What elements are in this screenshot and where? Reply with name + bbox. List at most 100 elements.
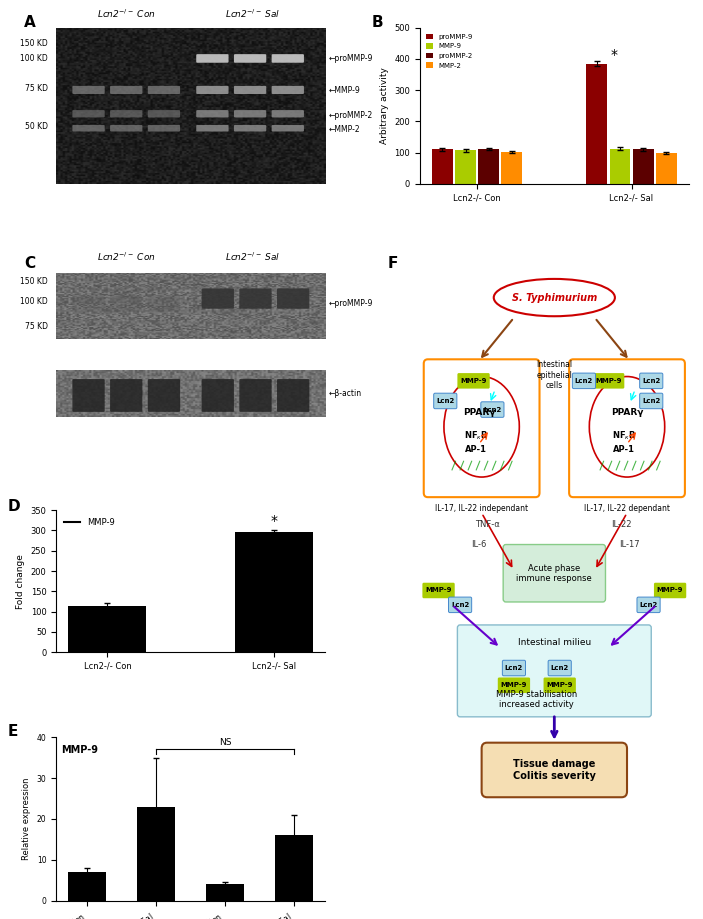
Text: *: * xyxy=(271,514,278,528)
Text: Lcn2$^{-/-}$ Con: Lcn2$^{-/-}$ Con xyxy=(97,250,155,263)
Text: Lcn2: Lcn2 xyxy=(550,665,569,671)
Text: Intestinal
epithelial
cells: Intestinal epithelial cells xyxy=(536,360,572,390)
Bar xyxy=(276,835,314,901)
Text: Lcn2: Lcn2 xyxy=(505,665,523,671)
Text: MMP-9: MMP-9 xyxy=(657,587,683,594)
Text: B: B xyxy=(371,15,383,30)
FancyBboxPatch shape xyxy=(503,545,605,602)
Text: 75 KD: 75 KD xyxy=(25,84,49,93)
Bar xyxy=(236,532,314,652)
FancyBboxPatch shape xyxy=(234,125,266,131)
FancyBboxPatch shape xyxy=(202,379,234,412)
FancyBboxPatch shape xyxy=(640,373,663,389)
Bar xyxy=(68,607,146,652)
FancyBboxPatch shape xyxy=(148,125,180,131)
Text: 150 KD: 150 KD xyxy=(20,39,49,48)
Bar xyxy=(137,807,175,901)
FancyBboxPatch shape xyxy=(110,125,143,131)
Text: Tissue damage
Colitis severity: Tissue damage Colitis severity xyxy=(513,759,595,781)
FancyBboxPatch shape xyxy=(592,373,624,389)
FancyBboxPatch shape xyxy=(482,743,627,798)
Text: *: * xyxy=(611,48,618,62)
Text: AP-1: AP-1 xyxy=(613,446,636,454)
Text: ←proMMP-2: ←proMMP-2 xyxy=(328,110,373,119)
FancyBboxPatch shape xyxy=(148,110,180,118)
Text: PPARγ: PPARγ xyxy=(463,408,495,417)
Text: 100 KD: 100 KD xyxy=(20,297,49,306)
Bar xyxy=(501,152,522,184)
FancyBboxPatch shape xyxy=(202,289,234,309)
Bar xyxy=(68,872,106,901)
Bar xyxy=(207,884,244,901)
Text: Lcn2: Lcn2 xyxy=(483,406,501,413)
FancyBboxPatch shape xyxy=(271,85,304,94)
FancyBboxPatch shape xyxy=(148,295,180,312)
Text: S. Typhimurium: S. Typhimurium xyxy=(512,292,597,302)
FancyBboxPatch shape xyxy=(637,597,660,613)
Text: MMP-9: MMP-9 xyxy=(62,745,98,755)
FancyBboxPatch shape xyxy=(234,85,266,94)
Text: 75 KD: 75 KD xyxy=(25,323,49,331)
Bar xyxy=(478,149,499,184)
FancyBboxPatch shape xyxy=(543,677,576,693)
Text: NF$_κ$B: NF$_κ$B xyxy=(464,429,489,442)
Text: Acute phase
immune response: Acute phase immune response xyxy=(517,563,592,583)
FancyBboxPatch shape xyxy=(110,85,143,94)
Text: Lcn2$^{-/-}$ Con: Lcn2$^{-/-}$ Con xyxy=(97,7,155,19)
Text: IL-17, IL-22 dependant: IL-17, IL-22 dependant xyxy=(584,505,670,514)
Text: MMP-9: MMP-9 xyxy=(460,378,486,384)
Bar xyxy=(586,63,607,184)
Text: NS: NS xyxy=(219,739,231,747)
FancyBboxPatch shape xyxy=(72,110,105,118)
FancyBboxPatch shape xyxy=(110,379,143,412)
Text: 150 KD: 150 KD xyxy=(20,277,49,286)
FancyBboxPatch shape xyxy=(423,583,455,598)
FancyBboxPatch shape xyxy=(498,677,530,693)
Bar xyxy=(455,151,476,184)
Text: TNF-α: TNF-α xyxy=(475,520,499,529)
FancyBboxPatch shape xyxy=(640,393,663,409)
Legend: proMMP-9, MMP-9, proMMP-2, MMP-2: proMMP-9, MMP-9, proMMP-2, MMP-2 xyxy=(423,31,476,72)
FancyBboxPatch shape xyxy=(271,125,304,131)
Bar xyxy=(432,150,453,184)
Text: ←proMMP-9: ←proMMP-9 xyxy=(328,54,373,63)
Y-axis label: Fold change: Fold change xyxy=(16,554,25,608)
FancyBboxPatch shape xyxy=(148,85,180,94)
FancyBboxPatch shape xyxy=(569,359,685,497)
Text: MMP-9: MMP-9 xyxy=(425,587,452,594)
FancyBboxPatch shape xyxy=(654,583,686,598)
Text: Intestinal milieu: Intestinal milieu xyxy=(517,638,591,647)
Text: IL-17: IL-17 xyxy=(619,540,640,550)
Text: Lcn2$^{-/-}$ Sal: Lcn2$^{-/-}$ Sal xyxy=(225,250,280,263)
FancyBboxPatch shape xyxy=(458,373,490,389)
Text: IL-22: IL-22 xyxy=(612,520,632,529)
FancyBboxPatch shape xyxy=(110,295,143,312)
Text: IL-17, IL-22 independant: IL-17, IL-22 independant xyxy=(435,505,528,514)
FancyBboxPatch shape xyxy=(503,660,526,675)
FancyBboxPatch shape xyxy=(72,295,105,312)
FancyBboxPatch shape xyxy=(434,393,457,409)
FancyBboxPatch shape xyxy=(271,54,304,62)
Text: MMP-9 stabilisation
increased activity: MMP-9 stabilisation increased activity xyxy=(496,690,577,709)
Text: 50 KD: 50 KD xyxy=(25,121,49,130)
Text: Lcn2: Lcn2 xyxy=(642,378,660,384)
FancyBboxPatch shape xyxy=(548,660,572,675)
Bar xyxy=(610,149,631,184)
Text: AP-1: AP-1 xyxy=(465,446,487,454)
Text: ←proMMP-9: ←proMMP-9 xyxy=(328,299,373,308)
Text: 100 KD: 100 KD xyxy=(20,54,49,63)
FancyBboxPatch shape xyxy=(277,289,309,309)
Text: Lcn2: Lcn2 xyxy=(640,602,658,607)
FancyBboxPatch shape xyxy=(234,54,266,62)
Text: A: A xyxy=(24,15,36,30)
FancyBboxPatch shape xyxy=(449,597,472,613)
FancyBboxPatch shape xyxy=(481,402,504,417)
Text: MMP-9: MMP-9 xyxy=(595,378,621,384)
FancyBboxPatch shape xyxy=(196,85,228,94)
FancyBboxPatch shape xyxy=(72,379,105,412)
Text: ←MMP-2: ←MMP-2 xyxy=(328,125,360,133)
Text: C: C xyxy=(24,256,35,271)
FancyBboxPatch shape xyxy=(196,110,228,118)
FancyBboxPatch shape xyxy=(239,289,271,309)
Y-axis label: Relative expression: Relative expression xyxy=(22,777,31,860)
